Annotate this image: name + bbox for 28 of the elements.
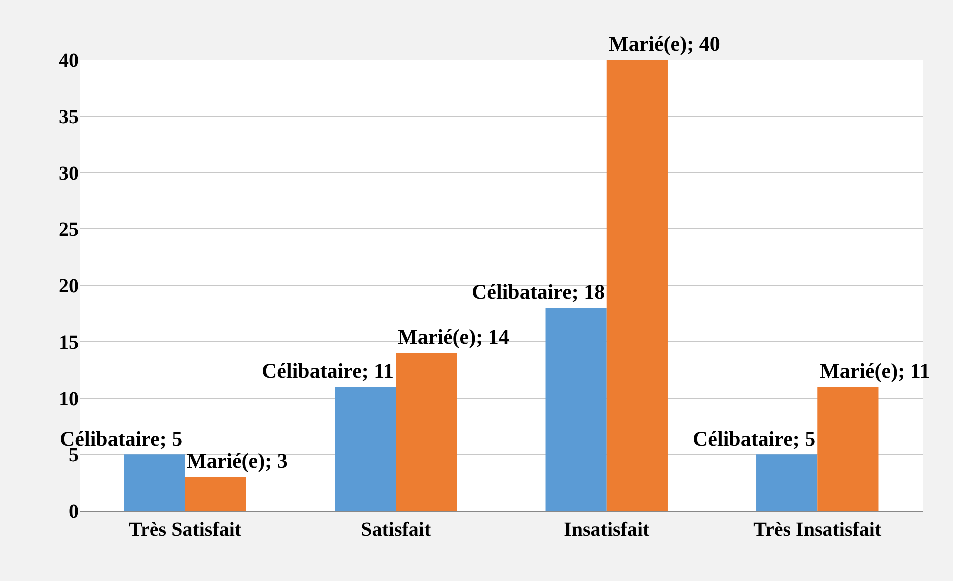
data-label: Marié(e); 11 — [820, 359, 930, 383]
data-label: Célibataire; 5 — [693, 427, 816, 451]
bar — [606, 60, 668, 511]
y-tick-label: 30 — [59, 162, 79, 185]
y-tick-label: 35 — [59, 106, 79, 128]
x-tick-label: Satisfait — [361, 519, 432, 541]
bar — [185, 477, 246, 511]
x-tick-label: Très Insatisfait — [754, 519, 882, 541]
data-label: Célibataire; 18 — [472, 280, 606, 304]
bar — [818, 386, 879, 511]
y-tick-label: 40 — [59, 50, 79, 72]
y-tick-label: 25 — [59, 219, 79, 242]
y-tick-label: 10 — [59, 388, 79, 410]
bar — [756, 454, 818, 511]
bar — [546, 308, 607, 511]
data-label: Célibataire; 11 — [262, 359, 394, 383]
y-tick-label: 20 — [59, 276, 79, 298]
x-tick-label: Insatisfait — [564, 519, 650, 541]
bar — [124, 454, 186, 511]
data-label: Marié(e); 40 — [609, 32, 720, 56]
data-label: Marié(e); 3 — [187, 449, 288, 473]
x-tick-label: Très Satisfait — [129, 519, 242, 541]
bar — [396, 353, 458, 511]
data-label: Célibataire; 5 — [60, 427, 183, 451]
y-tick-label: 0 — [69, 501, 79, 523]
y-tick-label: 15 — [59, 332, 79, 354]
data-label: Marié(e); 14 — [398, 325, 510, 349]
bar — [335, 386, 396, 511]
